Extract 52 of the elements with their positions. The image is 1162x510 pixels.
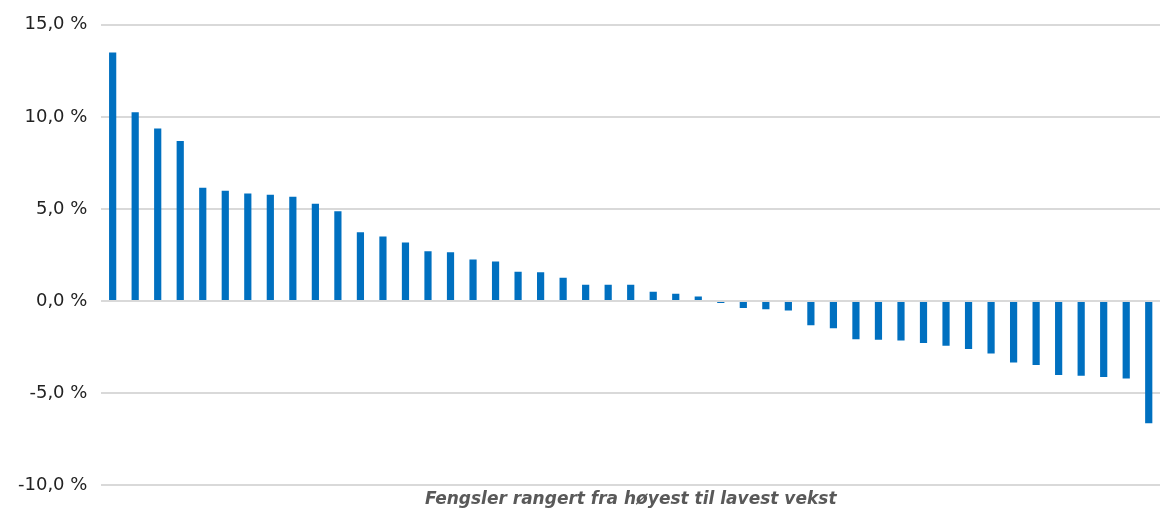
bar [942, 302, 950, 346]
bar [852, 302, 860, 340]
bar [221, 190, 229, 301]
bar [379, 236, 387, 301]
bar [627, 284, 635, 301]
bar [514, 271, 522, 301]
x-axis-title: Fengsler rangert fra høyest til lavest vekst [424, 487, 838, 508]
bar [266, 194, 274, 301]
bar [762, 302, 770, 310]
bar [1032, 302, 1040, 365]
bar [356, 232, 365, 301]
bar [537, 272, 545, 301]
bar [649, 291, 657, 301]
bar [964, 302, 973, 349]
y-tick-label: -5,0 % [29, 380, 88, 402]
bar [311, 203, 319, 301]
bar [1055, 302, 1063, 376]
bar [131, 112, 139, 301]
bar [446, 252, 455, 301]
bar [987, 302, 995, 354]
bar [604, 284, 612, 301]
y-tick-label: 0,0 % [35, 288, 88, 310]
bar [469, 259, 477, 301]
bar [1009, 302, 1018, 363]
bar [176, 141, 184, 301]
bar [244, 193, 252, 301]
bar [739, 302, 747, 309]
y-tick-label: 15,0 % [24, 12, 88, 34]
bar [582, 284, 590, 301]
bar [1077, 302, 1085, 376]
bar [874, 302, 883, 340]
bar [784, 302, 792, 311]
y-tick-label: 5,0 % [35, 196, 88, 218]
y-tick-label: -10,0 % [17, 472, 88, 494]
y-tick-label: 10,0 % [24, 104, 88, 126]
bar [559, 277, 567, 301]
bar [154, 128, 162, 301]
bar [334, 211, 342, 301]
bar [897, 302, 905, 341]
bar [199, 187, 207, 301]
bar [1122, 302, 1130, 379]
bar [829, 302, 838, 329]
bar [424, 251, 432, 301]
bar [109, 52, 117, 301]
bar [491, 261, 500, 301]
bar [401, 242, 410, 301]
bar [1145, 302, 1153, 424]
bar [1100, 302, 1108, 378]
bar [672, 293, 680, 301]
bar [807, 302, 815, 326]
bar [919, 302, 928, 344]
bar [289, 196, 297, 301]
